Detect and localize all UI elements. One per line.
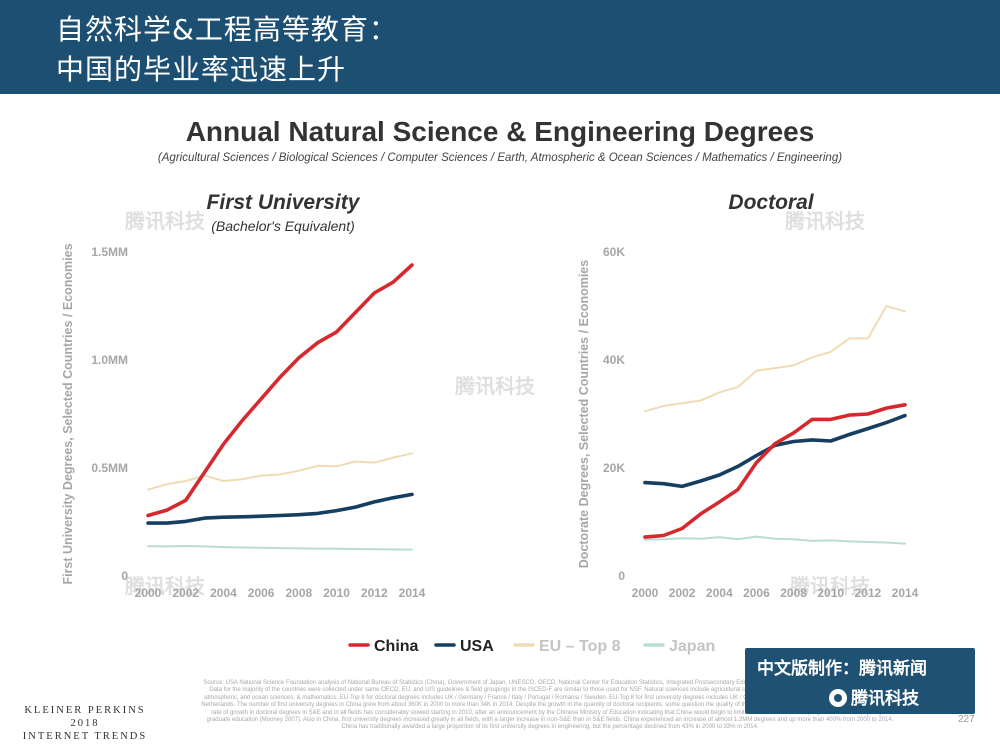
series-line-japan (147, 545, 413, 551)
y-axis-label: Doctorate Degrees, Selected Countries / … (577, 260, 591, 568)
legend-label: USA (460, 638, 494, 655)
tencent-logo-icon (829, 689, 847, 707)
legend-label: China (374, 638, 419, 655)
y-tick-label: 0 (121, 569, 128, 583)
panel-subtitle: (Bachelor's Equivalent) (211, 218, 355, 234)
x-tick-label: 2012 (361, 586, 388, 600)
series-line-eu-top-8 (644, 305, 906, 413)
watermark: 腾讯科技 (455, 374, 535, 398)
chart-subtitle: (Agricultural Sciences / Biological Scie… (157, 152, 843, 164)
x-tick-label: 2006 (248, 586, 275, 600)
series-line-eu-top-8 (147, 452, 413, 491)
y-tick-label: 0.5MM (91, 461, 128, 475)
watermark: 腾讯科技 (125, 209, 205, 233)
y-tick-label: 0 (618, 569, 625, 583)
brand-footer: KLEINER PERKINS 2018 INTERNET TRENDS (10, 704, 160, 743)
x-tick-label: 2000 (135, 586, 162, 600)
watermark: 腾讯科技 (125, 574, 205, 598)
y-tick-label: 1.0MM (91, 353, 128, 367)
x-tick-label: 2008 (780, 586, 807, 600)
brand-report: INTERNET TRENDS (22, 731, 148, 742)
y-tick-label: 20K (603, 461, 625, 475)
credit-line1: 中文版制作：腾讯新闻 (757, 659, 927, 679)
x-tick-label: 2004 (706, 586, 733, 600)
header-title-line2: 中国的毕业率迅速上升 (56, 53, 347, 86)
x-tick-label: 2000 (632, 586, 659, 600)
header-title-line1: 自然科学&工程高等教育： (56, 13, 398, 46)
brand-name: KLEINER PERKINS (24, 705, 146, 716)
y-axis-label: First University Degrees, Selected Count… (61, 243, 75, 584)
series-line-usa (146, 492, 414, 525)
source-note: Source: USA National Science Foundation … (201, 680, 899, 731)
x-tick-label: 2006 (743, 586, 770, 600)
x-tick-label: 2002 (172, 586, 199, 600)
brand-year: 2018 (70, 718, 100, 729)
series-line-japan (644, 535, 906, 545)
panel-title: First University (207, 191, 361, 214)
series-line-china (146, 263, 414, 518)
x-tick-label: 2008 (286, 586, 313, 600)
page-number: 227 (958, 714, 975, 725)
y-tick-label: 1.5MM (91, 245, 128, 259)
series-line-usa (643, 413, 907, 489)
legend-label: Japan (669, 638, 715, 655)
legend-label: EU – Top 8 (539, 638, 621, 655)
credit-badge: 中文版制作：腾讯新闻 腾讯科技 (745, 648, 975, 714)
panel-title: Doctoral (728, 191, 814, 214)
y-tick-label: 60K (603, 245, 625, 259)
chart-main-title: Annual Natural Science & Engineering Deg… (185, 116, 815, 147)
x-tick-label: 2010 (323, 586, 350, 600)
x-tick-label: 2004 (210, 586, 237, 600)
y-tick-label: 40K (603, 353, 625, 367)
series-line-china (643, 402, 907, 539)
watermark: 腾讯科技 (785, 209, 865, 233)
x-tick-label: 2010 (817, 586, 844, 600)
x-tick-label: 2012 (855, 586, 882, 600)
header-banner: 自然科学&工程高等教育： 中国的毕业率迅速上升 (0, 0, 1000, 94)
watermark: 腾讯科技 (790, 574, 870, 598)
x-tick-label: 2002 (669, 586, 696, 600)
x-tick-label: 2014 (399, 586, 426, 600)
credit-line2: 腾讯科技 (851, 689, 919, 709)
x-tick-label: 2014 (892, 586, 919, 600)
